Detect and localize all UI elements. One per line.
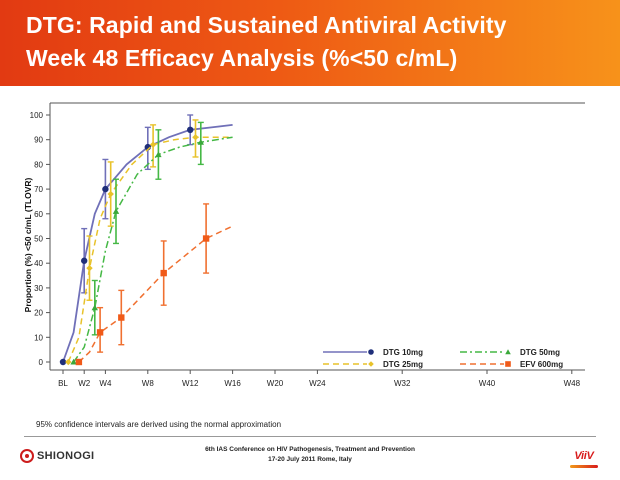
y-tick-label: 40: [34, 259, 43, 268]
conference-info: 6th IAS Conference on HIV Pathogenesis, …: [150, 445, 470, 465]
x-tick-label: W2: [78, 379, 91, 388]
y-tick-label: 10: [34, 333, 43, 342]
legend-marker: [368, 361, 374, 367]
shionogi-logo: SHIONOGI: [20, 449, 94, 463]
conference-line-2: 17-20 July 2011 Rome, Italy: [268, 456, 352, 463]
data-point: [149, 141, 157, 148]
y-tick-label: 50: [34, 235, 43, 244]
x-tick-label: W20: [267, 379, 284, 388]
series-line-circle: [62, 124, 233, 363]
footer-divider: [24, 436, 596, 437]
x-tick-label: W8: [142, 379, 155, 388]
y-tick-label: 0: [39, 358, 44, 367]
data-point: [118, 314, 125, 321]
x-tick-label: W24: [309, 379, 326, 388]
viiv-logo-text: ViiV: [574, 450, 594, 462]
legend-marker: [505, 361, 511, 367]
data-point: [75, 358, 83, 366]
y-tick-label: 60: [34, 210, 43, 219]
data-point: [202, 235, 210, 242]
x-tick-label: W4: [99, 379, 112, 388]
shionogi-logo-text: SHIONOGI: [37, 450, 95, 462]
series-line-diamond: [67, 136, 233, 363]
legend-marker: [368, 349, 374, 355]
y-tick-label: 70: [34, 185, 43, 194]
y-tick-label: 100: [30, 111, 44, 120]
slide-title-line-2: Week 48 Efficacy Analysis (%<50 c/mL): [26, 45, 458, 71]
series-line-square: [78, 225, 233, 363]
title-banner: DTG: Rapid and Sustained Antiviral Activ…: [0, 0, 620, 86]
data-point: [107, 190, 114, 198]
x-tick-label: W12: [182, 379, 199, 388]
y-tick-label: 90: [34, 136, 43, 145]
data-point: [197, 138, 204, 145]
footnote: 95% confidence intervals are derived usi…: [36, 420, 282, 429]
series-line-triangle: [72, 136, 233, 363]
viiv-logo: ViiV: [564, 442, 604, 470]
legend-label: DTG 10mg: [383, 348, 423, 357]
y-tick-label: 30: [34, 284, 43, 293]
data-point: [65, 358, 72, 366]
legend-marker: [505, 349, 511, 355]
data-point: [81, 257, 88, 264]
data-point: [112, 208, 120, 214]
data-point: [86, 264, 93, 272]
x-tick-label: W32: [394, 379, 411, 388]
shionogi-logo-icon: [20, 449, 34, 463]
legend-label: DTG 50mg: [520, 348, 560, 357]
x-tick-label: W16: [224, 379, 241, 388]
x-tick-label: W40: [479, 379, 496, 388]
legend-label: DTG 25mg: [383, 360, 423, 369]
x-tick-label: BL: [58, 379, 68, 388]
conference-line-1: 6th IAS Conference on HIV Pathogenesis, …: [205, 446, 415, 453]
data-point: [59, 358, 67, 366]
data-point: [91, 304, 98, 311]
legend-label: EFV 600mg: [520, 360, 563, 369]
data-point: [70, 358, 77, 365]
data-point: [187, 126, 194, 134]
data-point: [96, 329, 104, 336]
data-point: [192, 134, 199, 141]
slide-title-line-1: DTG: Rapid and Sustained Antiviral Activ…: [26, 12, 507, 38]
x-tick-label: W48: [564, 379, 581, 388]
y-tick-label: 20: [34, 309, 43, 318]
data-point: [155, 151, 162, 158]
data-point: [160, 269, 167, 277]
data-point: [102, 185, 109, 193]
y-tick-label: 80: [34, 160, 43, 169]
